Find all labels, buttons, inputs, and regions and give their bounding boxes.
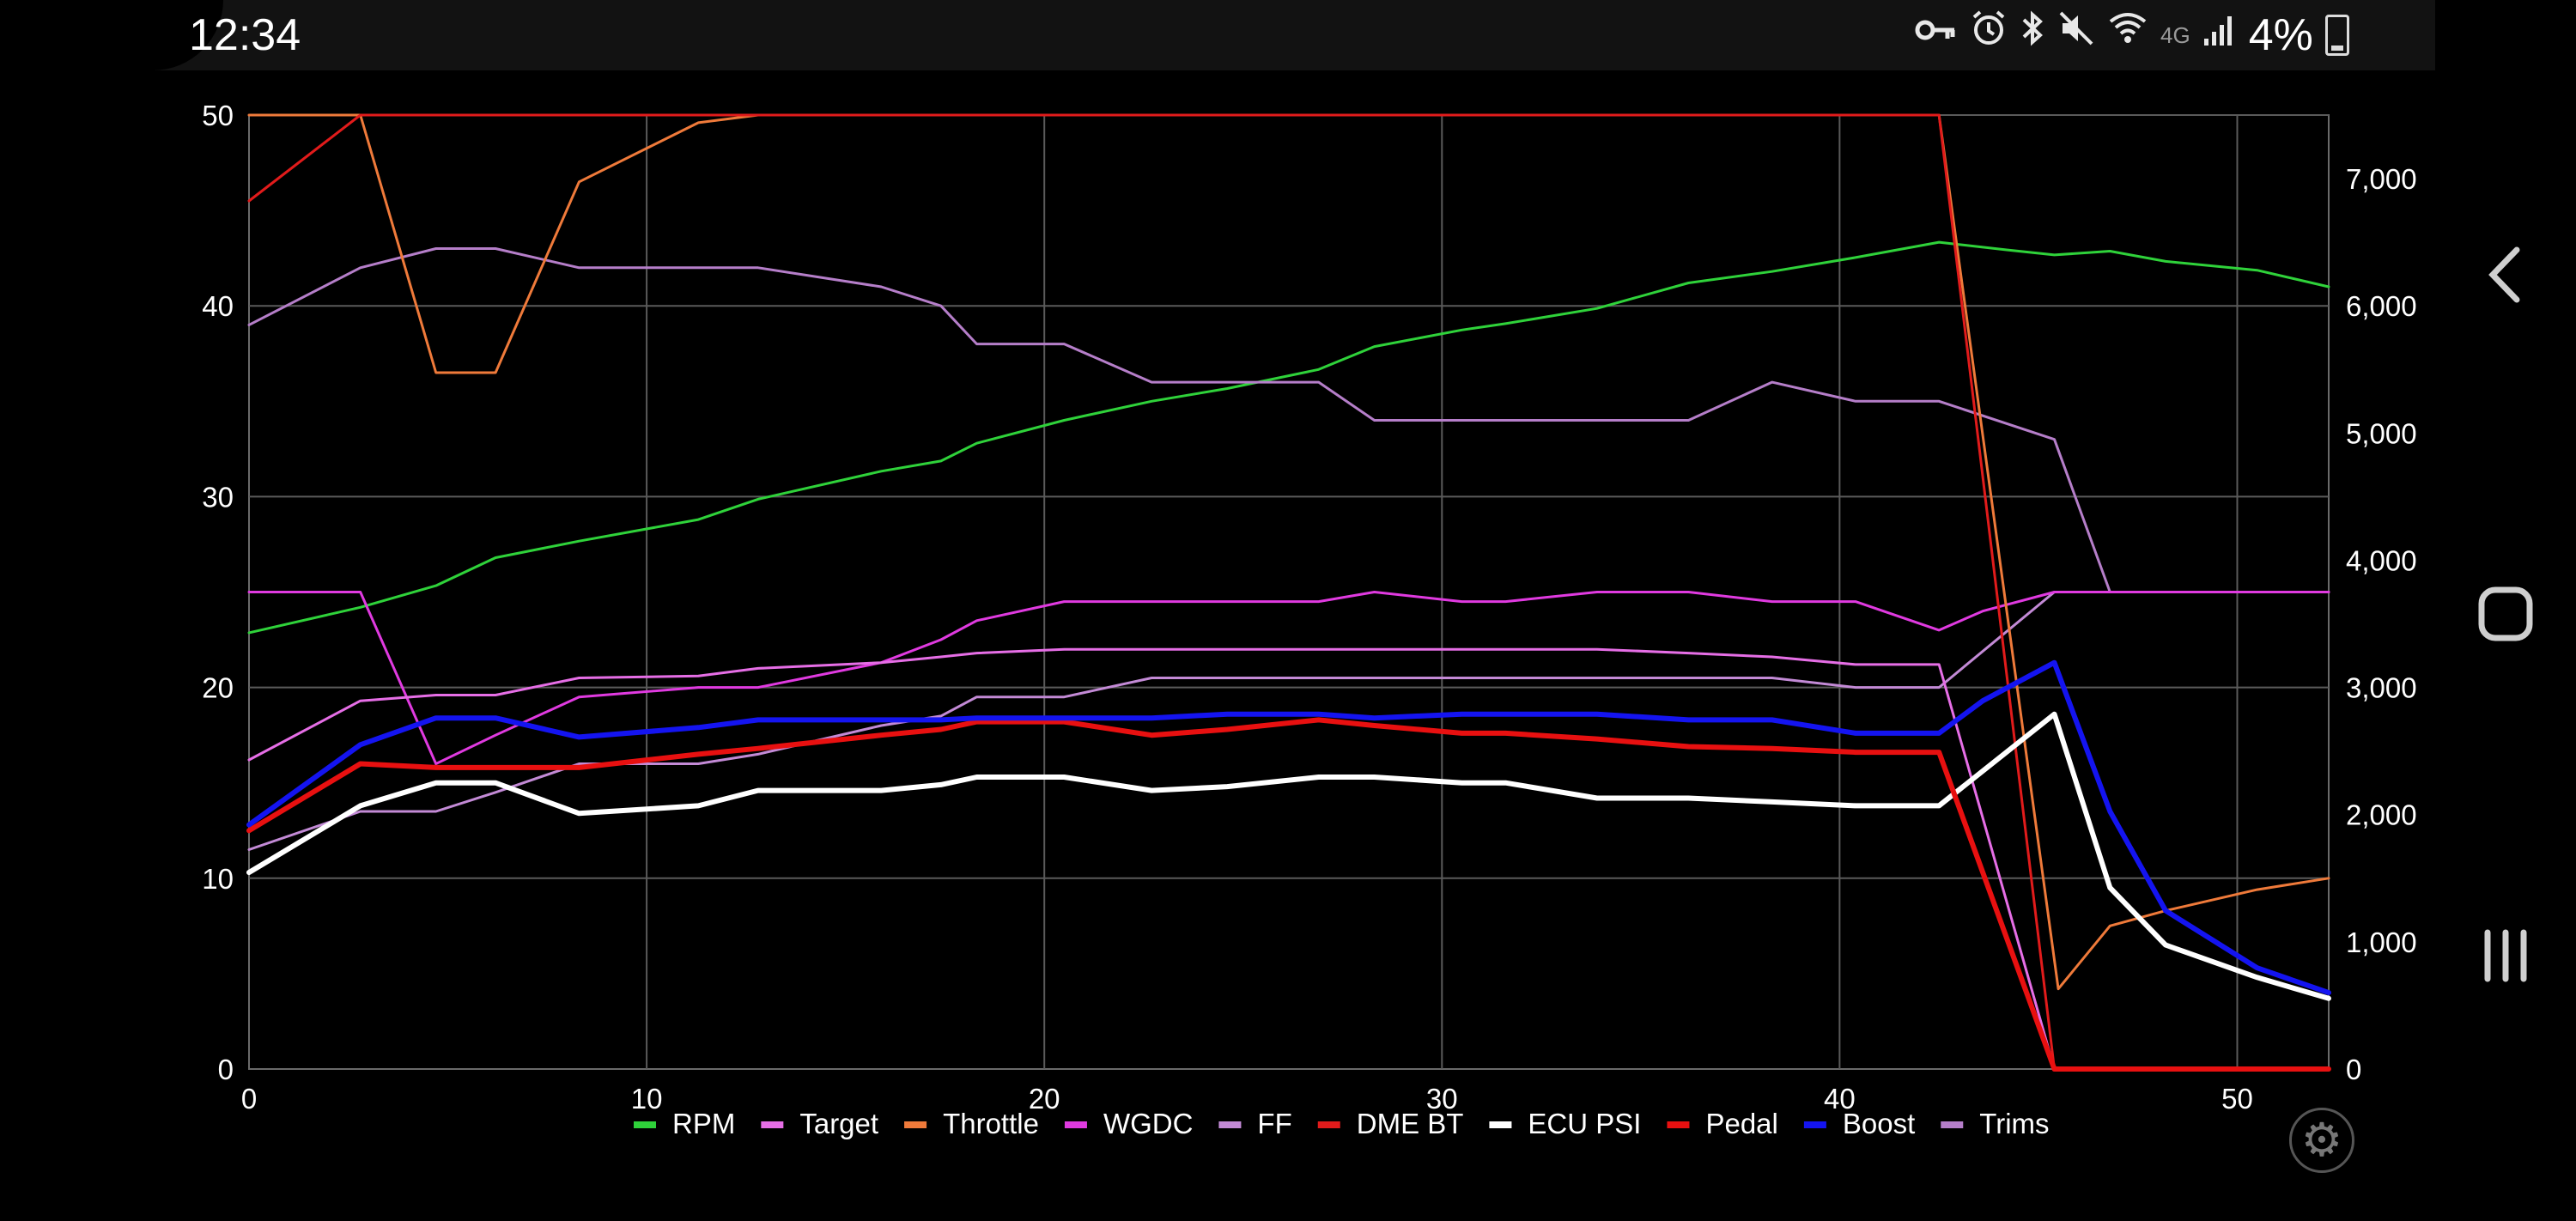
chart-legend: RPM Target Throttle WGDC FF DME BT ECU PSI Peda… — [634, 1108, 2050, 1139]
series-line-dme-bt — [247, 113, 2330, 1071]
settings-gear-icon[interactable]: ⚙ — [2289, 1108, 2354, 1173]
legend-swatch-trims — [1941, 1121, 1964, 1128]
legend-label-throttle: Throttle — [943, 1108, 1039, 1139]
x-tick-label: 20 — [1029, 1083, 1060, 1115]
legend-swatch-wgdc — [1064, 1121, 1087, 1128]
series-line-boost — [246, 659, 2331, 996]
alarm-icon — [1970, 9, 2008, 62]
bluetooth-icon — [2020, 9, 2045, 62]
chart-axes: 0 10 20 30 40 50 0 10 20 30 40 50 0 1,000 2,000 3,000 4,… — [202, 100, 2416, 1115]
y-left-tick-label: 10 — [202, 863, 234, 895]
x-tick-label: 50 — [2221, 1083, 2253, 1115]
network-4g-icon: 4G — [2160, 22, 2190, 48]
status-bar — [129, 0, 2435, 70]
legend-label-ff: FF — [1257, 1108, 1291, 1139]
series-line-target — [247, 647, 2330, 1071]
back-button[interactable] — [2435, 219, 2576, 331]
home-button[interactable] — [2435, 558, 2576, 670]
android-navigation-bar — [2435, 0, 2576, 1221]
y-right-tick-label: 3,000 — [2346, 672, 2417, 704]
y-right-tick-label: 2,000 — [2346, 799, 2417, 831]
x-tick-label: 0 — [241, 1083, 257, 1115]
series-line-ecu-psi — [246, 711, 2331, 1001]
y-right-tick-label: 1,000 — [2346, 926, 2417, 958]
legend-label-ecu-psi: ECU PSI — [1528, 1108, 1641, 1139]
legend-label-pedal: Pedal — [1705, 1108, 1777, 1139]
series-line-wgdc — [247, 591, 2330, 765]
legend-label-boost: Boost — [1843, 1108, 1915, 1139]
wifi-icon — [2107, 9, 2148, 62]
y-right-tick-label: 7,000 — [2346, 163, 2417, 195]
legend-label-trims: Trims — [1979, 1108, 2049, 1139]
y-right-tick-label: 0 — [2346, 1054, 2361, 1085]
status-clock: 12:34 — [189, 10, 301, 60]
y-right-tick-label: 4,000 — [2346, 544, 2417, 576]
y-left-tick-label: 0 — [218, 1054, 234, 1085]
x-tick-label: 40 — [1824, 1083, 1856, 1115]
status-icons: 4G 4% — [1915, 9, 2349, 62]
y-left-tick-label: 30 — [202, 481, 234, 513]
series-line-ff — [247, 591, 2330, 851]
legend-swatch-dme-bt — [1317, 1121, 1340, 1128]
back-chevron-icon — [2488, 246, 2520, 303]
plot-frame — [248, 114, 2330, 1070]
y-left-tick-label: 40 — [202, 290, 234, 322]
y-right-tick-label: 5,000 — [2346, 417, 2417, 449]
legend-swatch-rpm — [634, 1121, 656, 1128]
home-square-icon — [2478, 586, 2533, 641]
legend-swatch-throttle — [904, 1121, 927, 1128]
legend-label-target: Target — [799, 1108, 878, 1139]
vpn-key-icon — [1915, 9, 1958, 62]
signal-icon — [2202, 9, 2237, 62]
battery-percentage: 4% — [2248, 10, 2313, 60]
legend-label-rpm: RPM — [672, 1108, 735, 1139]
legend-swatch-pedal — [1667, 1121, 1690, 1128]
series-line-pedal — [246, 717, 2331, 1072]
legend-swatch-target — [761, 1121, 784, 1128]
mute-icon — [2057, 9, 2095, 62]
legend-swatch-boost — [1803, 1121, 1826, 1128]
y-left-tick-label: 50 — [202, 100, 234, 131]
chart-series — [246, 113, 2331, 1072]
legend-label-dme-bt: DME BT — [1357, 1108, 1464, 1139]
y-left-tick-label: 20 — [202, 672, 234, 704]
legend-swatch-ecu-psi — [1489, 1121, 1512, 1128]
series-line-trims — [247, 247, 2330, 593]
battery-charging-icon — [2324, 15, 2349, 56]
x-tick-label: 30 — [1426, 1083, 1458, 1115]
recents-icon — [2484, 929, 2527, 982]
x-tick-label: 10 — [631, 1083, 663, 1115]
recents-button[interactable] — [2435, 900, 2576, 1011]
y-right-tick-label: 6,000 — [2346, 290, 2417, 322]
series-line-throttle — [247, 113, 2330, 991]
chart-grid — [248, 114, 2330, 1070]
legend-label-wgdc: WGDC — [1103, 1108, 1193, 1139]
series-line-rpm — [247, 240, 2330, 635]
legend-swatch-ff — [1218, 1121, 1242, 1128]
chart: 0 10 20 30 40 50 0 10 20 30 40 50 0 1,000 2,000 3,000 4,… — [202, 100, 2416, 1139]
